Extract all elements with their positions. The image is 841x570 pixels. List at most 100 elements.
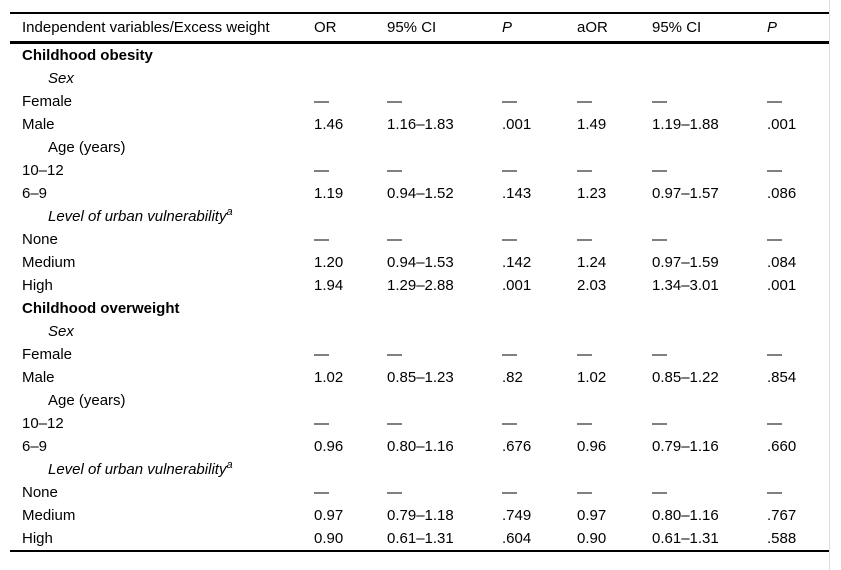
cell-ci-2 (650, 205, 765, 228)
cell-ci-2 (650, 297, 765, 320)
row-label: Childhood overweight (22, 300, 180, 317)
table-row: Medium 0.97 0.79–1.18 .749 0.97 0.80–1.16 .767 (10, 504, 830, 527)
table-row: Childhood obesity (10, 43, 830, 68)
cell-aor: 1.23 (577, 185, 607, 202)
cell-ci-2: — (652, 93, 667, 110)
row-label: Medium (22, 254, 76, 271)
cell-ci-2: 0.97–1.57 (652, 185, 719, 202)
regression-results-table: Independent variables/Excess weight OR 9… (10, 12, 830, 552)
table-row: Age (years) (10, 389, 830, 412)
cell-p-2: .854 (767, 369, 797, 386)
cell-p-1: — (502, 93, 517, 110)
row-label: Level of urban vulnerabilitya (48, 206, 233, 226)
table-row: Male 1.46 1.16–1.83 .001 1.49 1.19–1.88 .001 (10, 113, 830, 136)
column-header-p-2: P (765, 13, 830, 44)
cell-aor (575, 389, 650, 412)
cell-or (312, 389, 385, 412)
footnote-marker: a (226, 459, 233, 471)
cell-ci-2 (650, 320, 765, 343)
table-row: Sex (10, 67, 830, 90)
column-header-p-1: P (500, 13, 575, 44)
row-label: None (22, 231, 58, 248)
footnote-marker: a (226, 206, 233, 218)
cell-aor (575, 205, 650, 228)
cell-ci-1 (385, 136, 500, 159)
table-row: Female — — — — — — (10, 343, 830, 366)
cell-ci-2: 1.19–1.88 (652, 116, 719, 133)
cell-aor (575, 320, 650, 343)
row-label: 6–9 (22, 185, 48, 202)
cell-or (312, 297, 385, 320)
cell-or: — (314, 231, 329, 248)
cell-or (312, 205, 385, 228)
cell-ci-1: 1.29–2.88 (387, 277, 454, 294)
cell-ci-1: 0.85–1.23 (387, 369, 454, 386)
cell-or: — (314, 346, 329, 363)
table-header: Independent variables/Excess weight OR 9… (10, 13, 830, 44)
cell-p-2: — (767, 415, 782, 432)
cell-p-1 (500, 389, 575, 412)
cell-p-1: — (502, 346, 517, 363)
cell-p-2 (765, 297, 830, 320)
column-header-ci-2: 95% CI (650, 13, 765, 44)
page-edge-line (829, 0, 830, 570)
cell-ci-1 (385, 389, 500, 412)
cell-p-2 (765, 389, 830, 412)
cell-ci-1: — (387, 346, 402, 363)
cell-ci-1: 1.16–1.83 (387, 116, 454, 133)
cell-p-1 (500, 43, 575, 68)
cell-p-1 (500, 458, 575, 481)
table-row: Level of urban vulnerabilitya (10, 205, 830, 228)
row-label: Level of urban vulnerabilitya (48, 459, 233, 479)
table-row: 10–12 — — — — — — (10, 412, 830, 435)
cell-p-1: .001 (502, 277, 532, 294)
row-label: Sex (48, 323, 74, 340)
cell-p-2: .588 (767, 530, 797, 547)
table-row: Male 1.02 0.85–1.23 .82 1.02 0.85–1.22 .854 (10, 366, 830, 389)
cell-ci-1 (385, 43, 500, 68)
cell-ci-2: — (652, 346, 667, 363)
cell-p-1: .143 (502, 185, 532, 202)
cell-ci-2: 0.97–1.59 (652, 254, 719, 271)
cell-aor: — (577, 484, 592, 501)
cell-or: 1.19 (314, 185, 344, 202)
row-label: Childhood obesity (22, 47, 153, 64)
cell-ci-1 (385, 458, 500, 481)
cell-ci-2: 0.79–1.16 (652, 438, 719, 455)
cell-p-1: .142 (502, 254, 532, 271)
cell-p-2: .001 (767, 277, 797, 294)
cell-aor: — (577, 162, 592, 179)
cell-p-1: — (502, 415, 517, 432)
cell-p-2: — (767, 484, 782, 501)
cell-p-2: — (767, 93, 782, 110)
cell-p-2: — (767, 231, 782, 248)
cell-ci-2 (650, 389, 765, 412)
table-header-row: Independent variables/Excess weight OR 9… (10, 13, 830, 44)
cell-aor: 0.96 (577, 438, 607, 455)
table-row: Childhood overweight (10, 297, 830, 320)
cell-p-2: .767 (767, 507, 797, 524)
cell-ci-1 (385, 67, 500, 90)
table-row: Medium 1.20 0.94–1.53 .142 1.24 0.97–1.59 .084 (10, 251, 830, 274)
cell-p-1: .749 (502, 507, 532, 524)
cell-aor: 2.03 (577, 277, 607, 294)
cell-or (312, 320, 385, 343)
cell-p-1: .82 (502, 369, 523, 386)
cell-ci-2 (650, 67, 765, 90)
cell-p-1 (500, 205, 575, 228)
cell-p-2 (765, 458, 830, 481)
cell-ci-1: — (387, 93, 402, 110)
cell-aor: 0.90 (577, 530, 607, 547)
cell-aor (575, 458, 650, 481)
row-label: Male (22, 116, 55, 133)
cell-p-1: .604 (502, 530, 532, 547)
row-label: Sex (48, 70, 74, 87)
cell-p-1: — (502, 231, 517, 248)
table-row: None — — — — — — (10, 228, 830, 251)
cell-p-1 (500, 320, 575, 343)
cell-p-1: — (502, 484, 517, 501)
cell-ci-2: — (652, 415, 667, 432)
row-label: None (22, 484, 58, 501)
cell-p-2 (765, 67, 830, 90)
cell-or: 1.02 (314, 369, 344, 386)
